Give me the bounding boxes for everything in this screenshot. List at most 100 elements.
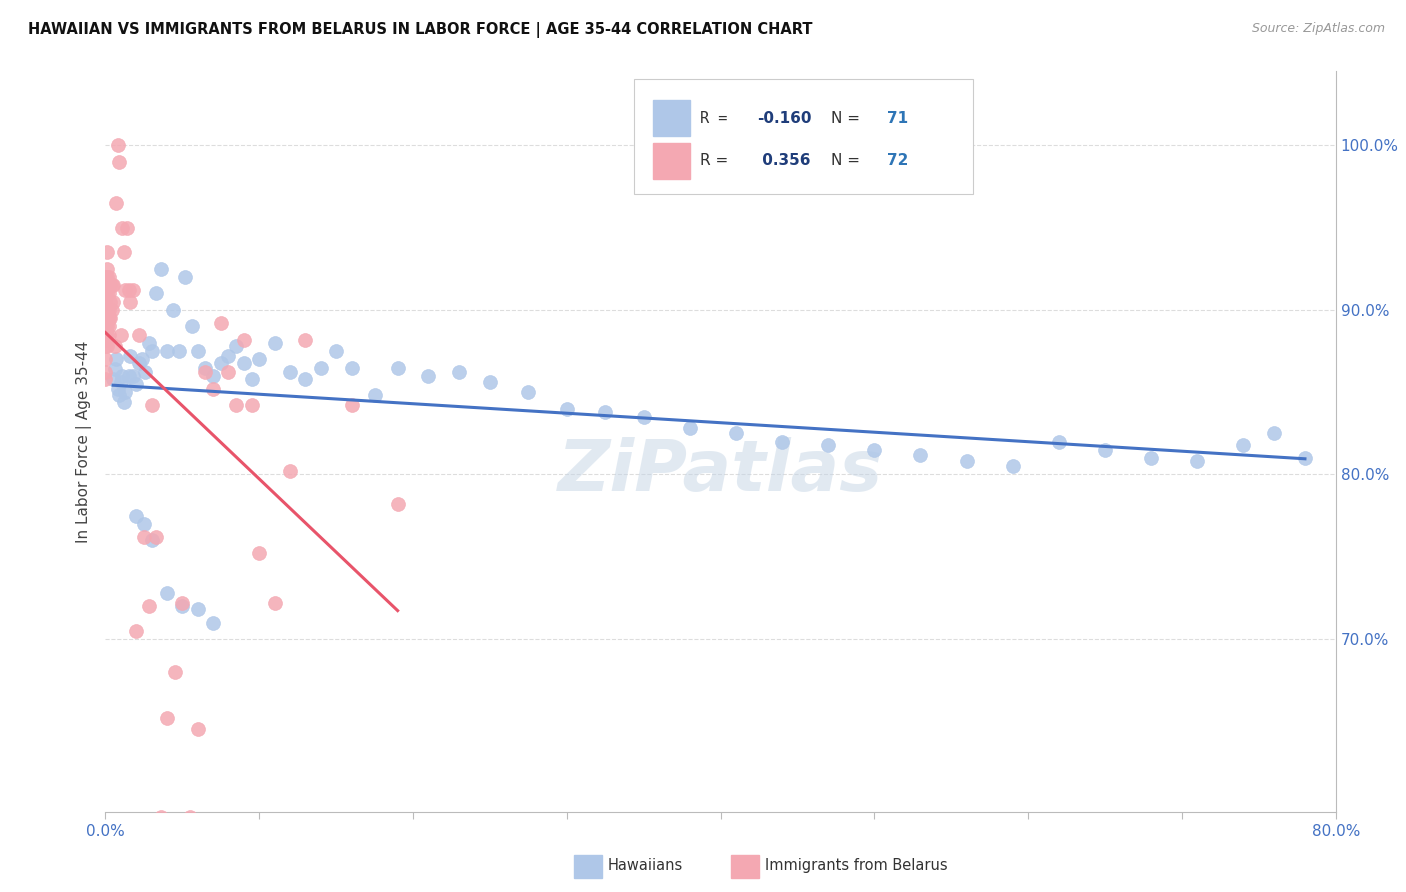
- Point: [105, 196, 128, 211]
- Point: [94, 319, 117, 334]
- Point: [179, 810, 201, 824]
- Point: [232, 355, 254, 369]
- Point: [1094, 442, 1116, 457]
- Point: [96, 311, 118, 326]
- Point: [247, 546, 270, 560]
- Point: [325, 344, 347, 359]
- Point: [132, 516, 155, 531]
- Point: [115, 220, 138, 235]
- Point: [1140, 450, 1163, 465]
- Text: R =: R =: [700, 153, 733, 169]
- Point: [96, 261, 118, 276]
- Point: [114, 385, 136, 400]
- Bar: [652, 100, 690, 136]
- Point: [96, 327, 118, 342]
- Point: [94, 327, 117, 342]
- Text: N =: N =: [831, 111, 865, 126]
- Point: [218, 349, 240, 363]
- Point: [817, 438, 839, 452]
- Point: [96, 319, 118, 334]
- Point: [94, 352, 117, 367]
- Point: [141, 344, 163, 359]
- Point: [169, 344, 191, 359]
- Point: [105, 352, 128, 367]
- Point: [363, 388, 385, 402]
- Point: [724, 426, 747, 441]
- Point: [232, 333, 254, 347]
- Point: [633, 409, 655, 424]
- Point: [449, 366, 471, 380]
- Point: [240, 398, 263, 412]
- Point: [110, 327, 132, 342]
- Point: [114, 283, 136, 297]
- Point: [107, 138, 129, 153]
- Point: [111, 220, 134, 235]
- Point: [122, 283, 145, 297]
- Point: [863, 442, 886, 457]
- Point: [131, 352, 153, 367]
- Point: [309, 360, 332, 375]
- Point: [278, 366, 301, 380]
- Point: [387, 360, 409, 375]
- Point: [517, 385, 540, 400]
- Point: [117, 368, 139, 383]
- Point: [187, 344, 209, 359]
- Point: [149, 261, 172, 276]
- Bar: [652, 144, 690, 178]
- Point: [125, 376, 148, 391]
- Point: [1001, 459, 1024, 474]
- Point: [202, 615, 225, 630]
- Point: [1263, 426, 1285, 441]
- Point: [770, 434, 793, 449]
- Point: [101, 372, 124, 386]
- Text: 72: 72: [887, 153, 908, 169]
- Text: 71: 71: [887, 111, 908, 126]
- Point: [94, 286, 117, 301]
- Point: [202, 382, 225, 396]
- Point: [101, 278, 124, 293]
- Point: [156, 586, 179, 600]
- Point: [1232, 438, 1254, 452]
- Point: [98, 311, 121, 326]
- Point: [97, 319, 120, 334]
- Point: [107, 382, 129, 396]
- Point: [97, 286, 120, 301]
- Point: [1187, 454, 1209, 468]
- Point: [94, 270, 117, 285]
- Point: [100, 278, 122, 293]
- Point: [128, 355, 150, 369]
- Point: [122, 368, 145, 383]
- Point: [225, 398, 247, 412]
- Point: [340, 398, 363, 412]
- Point: [172, 596, 194, 610]
- Point: [225, 339, 247, 353]
- Point: [478, 376, 501, 390]
- Point: [94, 311, 117, 326]
- Point: [98, 294, 121, 309]
- Point: [94, 372, 117, 386]
- Point: [108, 154, 131, 169]
- Point: [340, 360, 363, 375]
- Point: [162, 302, 184, 317]
- Point: [110, 376, 132, 390]
- Point: [97, 302, 120, 317]
- Point: [96, 270, 118, 285]
- Point: [555, 401, 578, 416]
- Text: Immigrants from Belarus: Immigrants from Belarus: [765, 858, 948, 872]
- Point: [145, 530, 167, 544]
- Point: [134, 366, 156, 380]
- Point: [145, 286, 167, 301]
- Point: [100, 302, 122, 317]
- Point: [138, 335, 160, 350]
- Point: [294, 372, 316, 386]
- Point: [387, 497, 409, 511]
- Point: [218, 366, 240, 380]
- Point: [97, 311, 120, 326]
- Point: [187, 602, 209, 616]
- Text: 0.356: 0.356: [758, 153, 811, 169]
- Point: [679, 421, 702, 435]
- Point: [174, 270, 197, 285]
- Text: -0.160: -0.160: [758, 111, 813, 126]
- Text: Hawaiians: Hawaiians: [607, 858, 683, 872]
- Point: [98, 278, 121, 293]
